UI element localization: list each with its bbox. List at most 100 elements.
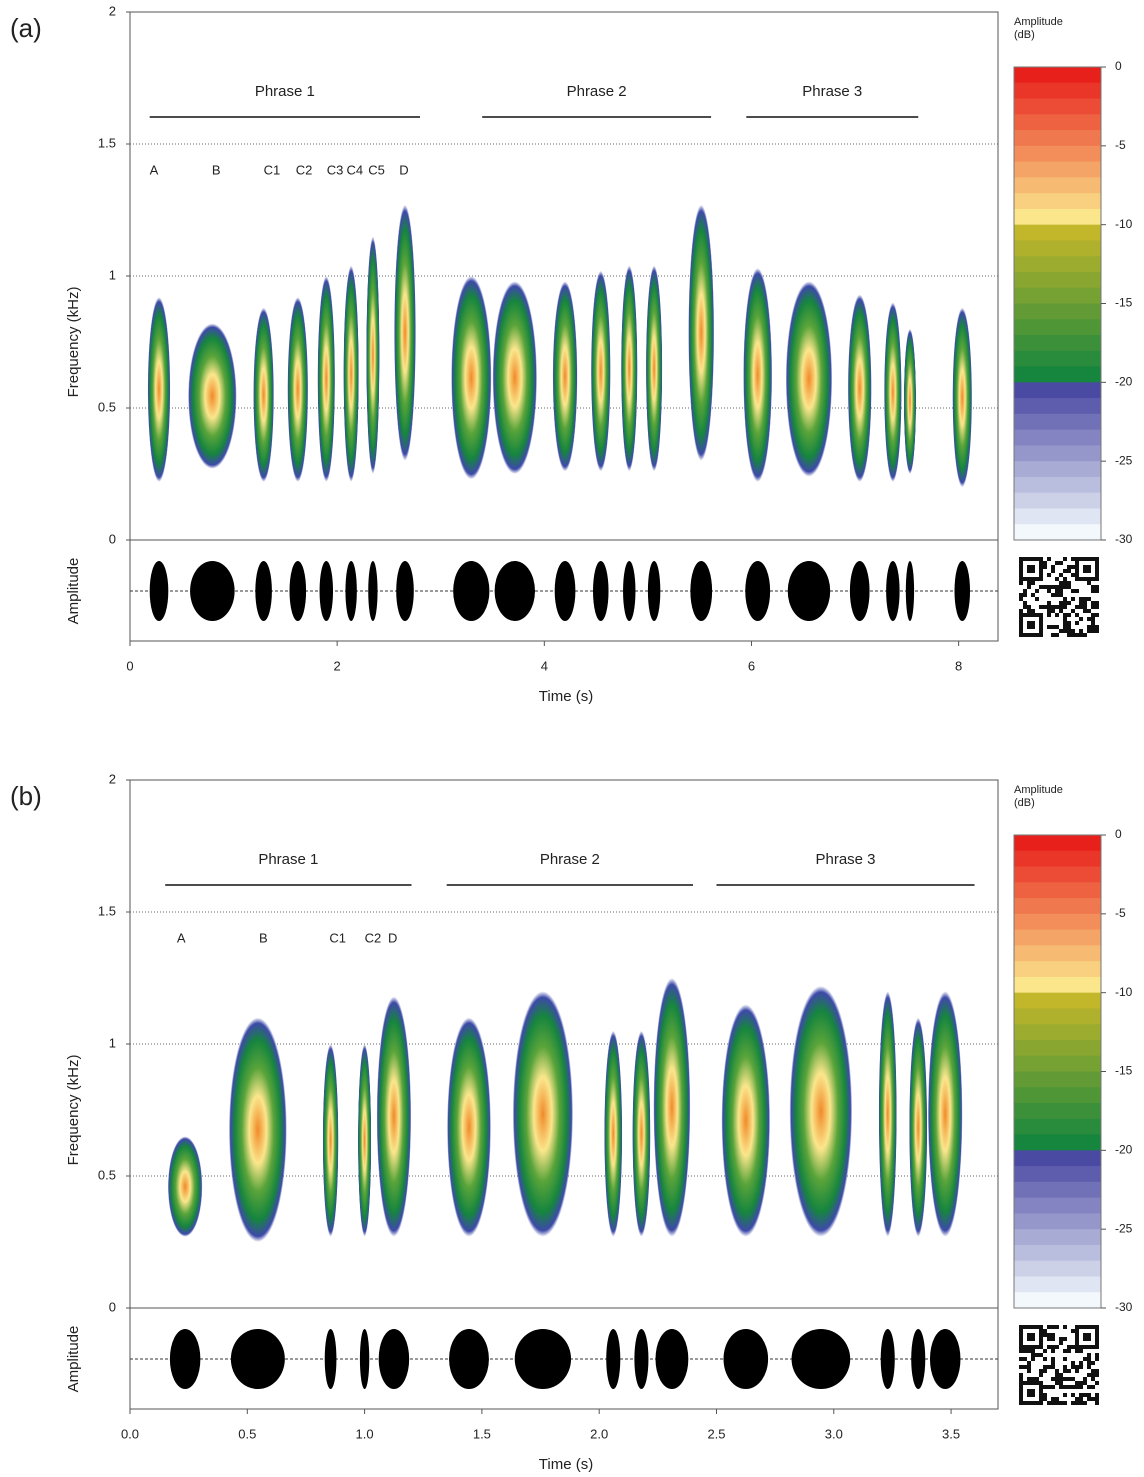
colorbar-swatch	[1014, 508, 1101, 525]
qr-cell	[1035, 1325, 1039, 1329]
qr-cell	[1075, 621, 1079, 625]
qr-cell	[1075, 1369, 1079, 1373]
colorbar-swatch	[1014, 1118, 1101, 1136]
qr-cell	[1047, 557, 1051, 561]
qr-cell	[1035, 589, 1039, 593]
syllable-spectrum	[394, 204, 416, 461]
qr-cell	[1047, 573, 1051, 577]
qr-cell	[1067, 1349, 1071, 1353]
qr-cell	[1019, 1329, 1023, 1333]
qr-cell	[1039, 1325, 1043, 1329]
qr-cell	[1019, 1389, 1023, 1393]
qr-cell	[1095, 605, 1099, 609]
qr-cell	[1079, 577, 1083, 581]
qr-cell	[1091, 1377, 1095, 1381]
qr-cell	[1095, 1325, 1099, 1329]
qr-cell	[1043, 565, 1047, 569]
syllable-spectrum	[847, 294, 872, 482]
qr-cell	[1095, 589, 1099, 593]
x-tick-label: 0.5	[238, 1426, 256, 1441]
qr-cell	[1059, 605, 1063, 609]
qr-cell	[1083, 597, 1087, 601]
qr-cell	[1047, 1333, 1051, 1337]
syllable-spectrum	[366, 236, 380, 474]
qr-cell	[1087, 1385, 1091, 1389]
qr-cell	[1047, 613, 1051, 617]
qr-cell	[1063, 1393, 1067, 1397]
qr-cell	[1027, 585, 1031, 589]
colorbar-swatch	[1014, 366, 1101, 383]
qr-cell	[1023, 1357, 1027, 1361]
qr-cell	[1087, 609, 1091, 613]
qr-cell	[1031, 1325, 1035, 1329]
qr-cell	[1095, 1381, 1099, 1385]
qr-cell	[1095, 577, 1099, 581]
qr-cell	[1051, 593, 1055, 597]
qr-cell	[1055, 613, 1059, 617]
colorbar-swatch	[1014, 67, 1101, 84]
qr-cell	[1023, 1325, 1027, 1329]
colorbar-title: Amplitude (dB)	[1014, 784, 1063, 809]
waveform-burst	[791, 1329, 851, 1389]
waveform-burst	[149, 561, 169, 621]
qr-cell	[1031, 1357, 1035, 1361]
qr-cell	[1087, 1361, 1091, 1365]
colorbar-title: Amplitude (dB)	[1014, 16, 1063, 41]
x-tick-label: 3.0	[825, 1426, 843, 1441]
qr-cell	[1087, 1353, 1091, 1357]
qr-cell	[1059, 585, 1063, 589]
colorbar-tick-label: -20	[1115, 1143, 1133, 1157]
waveform-burst	[593, 561, 609, 621]
qr-cell	[1059, 593, 1063, 597]
colorbar-swatch	[1014, 224, 1101, 241]
qr-cell	[1063, 577, 1067, 581]
qr-cell	[1019, 613, 1023, 617]
qr-cell	[1067, 629, 1071, 633]
y-axis-label: Frequency (kHz)	[65, 1055, 82, 1166]
qr-cell	[1095, 1393, 1099, 1397]
qr-cell	[1039, 1389, 1043, 1393]
qr-cell	[1043, 605, 1047, 609]
qr-cell	[1083, 577, 1087, 581]
qr-cell	[1075, 1329, 1079, 1333]
qr-cell	[1043, 1357, 1047, 1361]
qr-cell	[1055, 1325, 1059, 1329]
qr-cell	[1087, 565, 1091, 569]
qr-cell	[1087, 617, 1091, 621]
qr-cell	[1059, 1381, 1063, 1385]
qr-cell	[1027, 625, 1031, 629]
qr-cell	[1047, 585, 1051, 589]
qr-cell	[1039, 1329, 1043, 1333]
qr-cell	[1083, 1325, 1087, 1329]
qr-cell	[1075, 1345, 1079, 1349]
qr-cell	[1075, 565, 1079, 569]
qr-cell	[1083, 1393, 1087, 1397]
colorbar-swatch	[1014, 1292, 1101, 1309]
y-tick-label: 1.5	[98, 903, 116, 918]
qr-cell	[1071, 1385, 1075, 1389]
waveform-burst	[905, 561, 915, 621]
syllable-spectrum	[451, 276, 492, 480]
amplitude-label: Amplitude	[65, 1326, 82, 1393]
syllable-label: C2	[365, 930, 382, 945]
phrase-label: Phrase 2	[567, 83, 627, 100]
waveform-burst	[787, 561, 831, 621]
qr-cell	[1051, 633, 1055, 637]
waveform-burst	[319, 561, 334, 621]
qr-cell	[1019, 1349, 1023, 1353]
qr-cell	[1083, 1377, 1087, 1381]
qr-cell	[1051, 1397, 1055, 1401]
qr-cell	[1027, 1333, 1031, 1337]
plot-frame	[129, 11, 999, 642]
colorbar-swatch	[1014, 82, 1101, 100]
qr-cell	[1079, 629, 1083, 633]
waveform-burst	[929, 1329, 961, 1389]
qr-cell	[1039, 1333, 1043, 1337]
qr-cell	[1047, 1325, 1051, 1329]
qr-cell	[1063, 597, 1067, 601]
qr-cell	[1067, 613, 1071, 617]
qr-cell	[1075, 1385, 1079, 1389]
y-tick-label: 2	[109, 771, 116, 786]
syllable-spectrum	[492, 281, 537, 475]
qr-cell	[1087, 1325, 1091, 1329]
